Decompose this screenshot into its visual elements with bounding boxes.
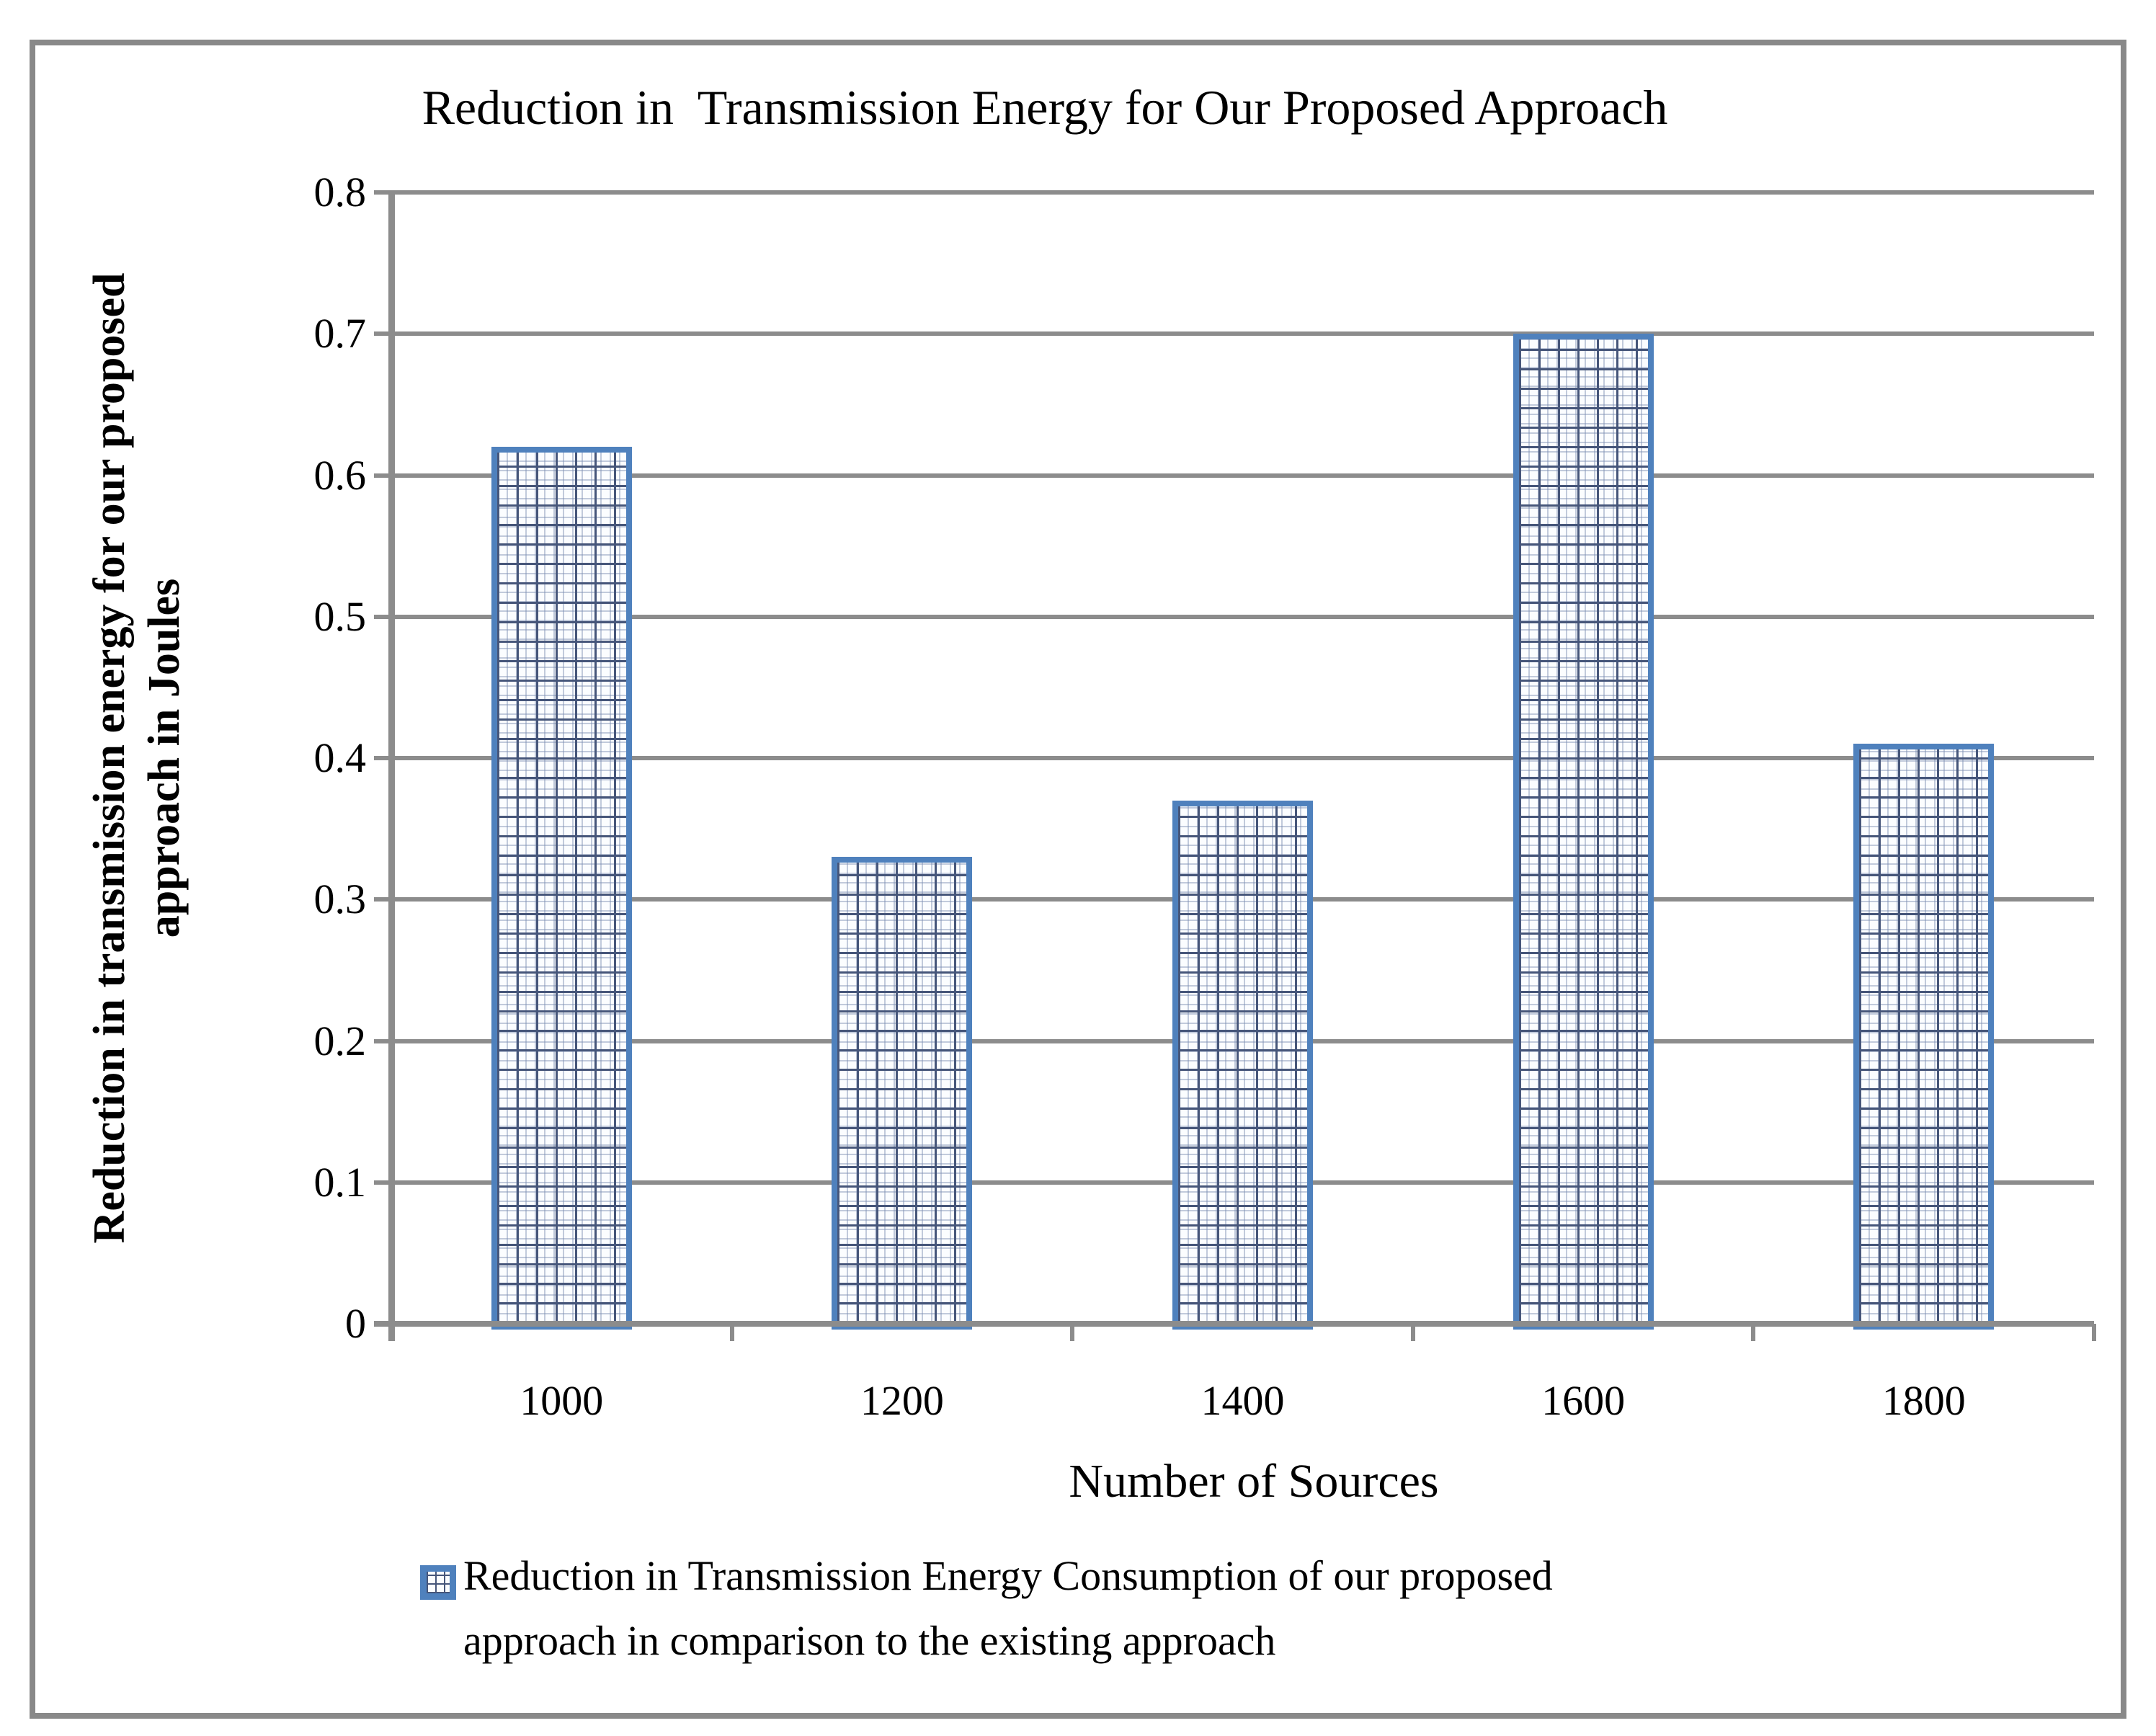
x-tick-label: 1400 (1200, 1377, 1285, 1424)
figure-border (30, 40, 2126, 1719)
y-gridline (374, 614, 2094, 619)
bar (1513, 334, 1654, 1330)
y-gridline (374, 190, 2094, 195)
y-gridline (374, 473, 2094, 478)
y-tick-label: 0.8 (313, 169, 367, 215)
x-axis-tick (1070, 1324, 1075, 1341)
x-axis-tick (729, 1324, 734, 1341)
y-tick-label: 0.7 (313, 310, 367, 357)
x-axis-tick (1751, 1324, 1756, 1341)
bar (832, 857, 973, 1330)
legend-label-line2: approach in comparison to the existing a… (463, 1617, 1276, 1664)
x-axis-tick (1410, 1324, 1415, 1341)
bar (1172, 800, 1313, 1330)
legend-swatch (420, 1565, 456, 1600)
y-tick-label: 0 (345, 1300, 366, 1347)
bar (491, 447, 632, 1330)
x-tick-label: 1800 (1881, 1377, 1966, 1424)
x-tick-label: 1600 (1541, 1377, 1626, 1424)
legend: Reduction in Transmission Energy Consump… (420, 1544, 1553, 1673)
y-gridline (374, 756, 2094, 760)
legend-label: Reduction in Transmission Energy Consump… (463, 1544, 1553, 1673)
y-tick-label: 0.2 (313, 1017, 367, 1064)
y-tick-label: 0.5 (313, 592, 367, 640)
x-axis-line (374, 1321, 2094, 1327)
chart-title: Reduction in Transmission Energy for Our… (422, 80, 1668, 135)
bar (1853, 744, 1995, 1330)
x-axis-tick (2092, 1324, 2096, 1341)
legend-label-line1: Reduction in Transmission Energy Consump… (463, 1552, 1553, 1599)
x-axis-title: Number of Sources (1069, 1455, 1439, 1508)
y-axis-line (388, 192, 395, 1341)
y-tick-label: 0.1 (313, 1158, 367, 1206)
y-gridline (374, 331, 2094, 337)
x-tick-label: 1200 (860, 1377, 944, 1424)
x-tick-label: 1000 (520, 1377, 604, 1424)
y-tick-label: 0.6 (313, 451, 367, 499)
y-tick-label: 0.4 (313, 734, 367, 781)
y-tick-label: 0.3 (313, 876, 367, 923)
